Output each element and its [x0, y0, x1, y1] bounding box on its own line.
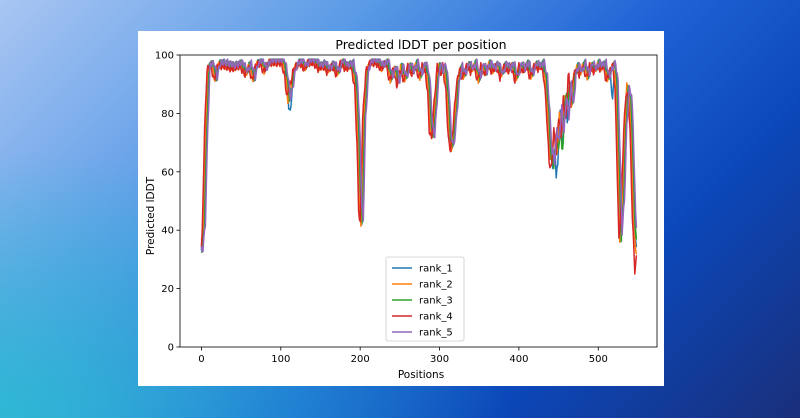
series-line-rank_5 [200, 58, 638, 253]
line-chart: Predicted lDDT per position Positions Pr… [145, 37, 658, 381]
x-tick-label: 100 [271, 354, 290, 365]
x-tick-label: 400 [509, 354, 528, 365]
x-axis-label: Positions [398, 369, 444, 381]
y-tick-label: 40 [161, 226, 174, 237]
x-tick-label: 500 [589, 354, 608, 365]
plot-frame [179, 54, 658, 348]
x-tick-label: 200 [351, 354, 370, 365]
legend-label-rank_5: rank_5 [419, 328, 453, 339]
chart-card: Predicted lDDT per position Positions Pr… [138, 31, 664, 386]
x-tick-label: 0 [198, 354, 204, 365]
y-tick-label: 20 [161, 284, 174, 295]
series-line-rank_4 [200, 58, 638, 275]
x-tick-label: 300 [430, 354, 449, 365]
y-tick-label: 60 [161, 167, 174, 178]
legend-label-rank_2: rank_2 [419, 280, 453, 291]
y-tick-label: 80 [161, 109, 174, 120]
y-tick-label: 0 [168, 343, 174, 354]
chart-title: Predicted lDDT per position [335, 37, 506, 52]
legend-label-rank_3: rank_3 [419, 296, 453, 307]
y-axis-label: Predicted lDDT [145, 176, 157, 255]
legend-label-rank_4: rank_4 [419, 312, 453, 323]
y-tick-label: 100 [155, 51, 174, 62]
legend-label-rank_1: rank_1 [419, 264, 453, 275]
legend-box [385, 256, 465, 342]
